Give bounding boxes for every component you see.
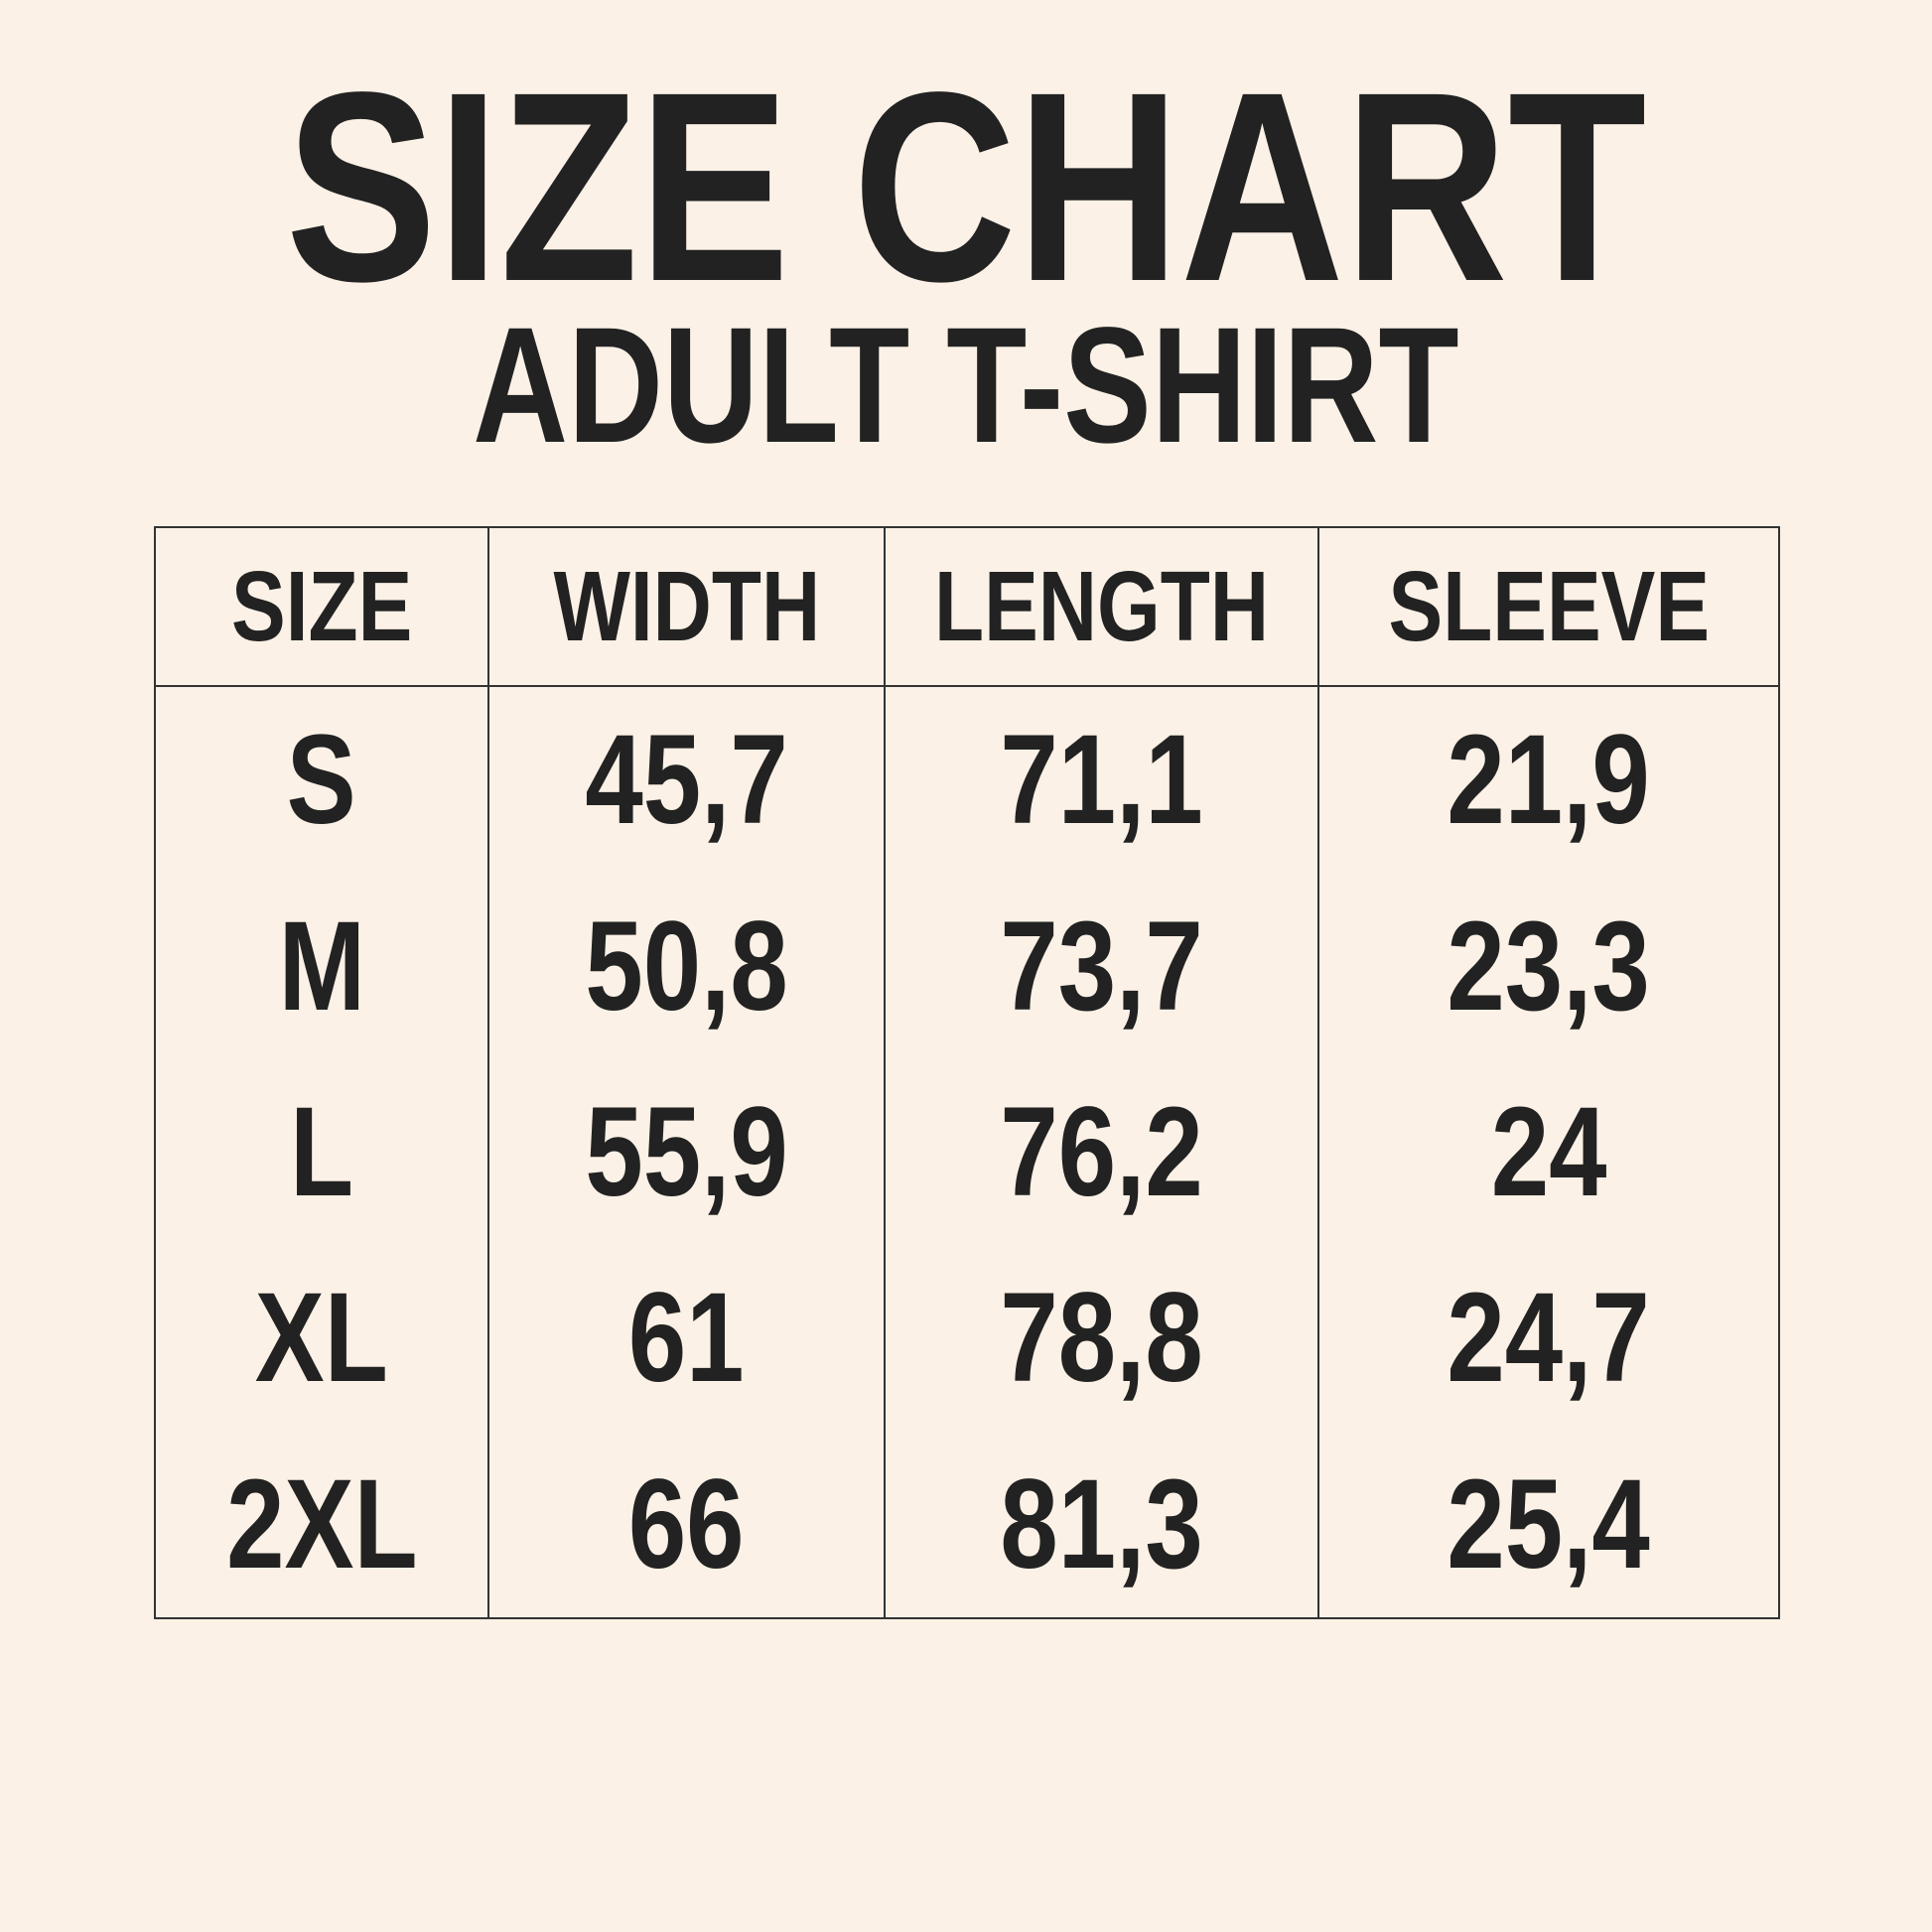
- cell-sleeve: 21,9: [1317, 686, 1780, 874]
- cell-width: 55,9: [487, 1058, 886, 1246]
- header-width: WIDTH: [487, 527, 886, 687]
- header-length: LENGTH: [884, 527, 1319, 687]
- table-row: M 50,8 73,7 23,3: [154, 873, 1780, 1059]
- cell-size: M: [154, 873, 489, 1059]
- cell-length: 78,8: [884, 1245, 1319, 1432]
- table-row: L 55,9 76,2 24: [154, 1058, 1780, 1246]
- cell-size: S: [154, 686, 489, 874]
- cell-width: 50,8: [487, 873, 886, 1059]
- cell-size: 2XL: [154, 1431, 489, 1618]
- table-row: XL 61 78,8 24,7: [154, 1245, 1780, 1432]
- cell-size: XL: [154, 1245, 489, 1432]
- cell-sleeve: 24: [1317, 1058, 1780, 1246]
- cell-sleeve: 25,4: [1317, 1431, 1780, 1618]
- cell-width: 45,7: [487, 686, 886, 874]
- header-row: SIZE WIDTH LENGTH SLEEVE: [154, 527, 1780, 687]
- cell-length: 73,7: [884, 873, 1319, 1059]
- cell-length: 81,3: [884, 1431, 1319, 1618]
- cell-width: 66: [487, 1431, 886, 1618]
- cell-size: L: [154, 1058, 489, 1246]
- cell-sleeve: 23,3: [1317, 873, 1780, 1059]
- cell-length: 71,1: [884, 686, 1319, 874]
- header-sleeve: SLEEVE: [1317, 527, 1780, 687]
- page-title: SIZE CHART: [285, 36, 1647, 338]
- table-row: S 45,7 71,1 21,9: [154, 686, 1780, 874]
- cell-length: 76,2: [884, 1058, 1319, 1246]
- header-size: SIZE: [154, 527, 489, 687]
- cell-width: 61: [487, 1245, 886, 1432]
- cell-sleeve: 24,7: [1317, 1245, 1780, 1432]
- table-row: 2XL 66 81,3 25,4: [154, 1431, 1780, 1618]
- size-table: SIZE WIDTH LENGTH SLEEVE S 45,7 71,1 21,9 M 5…: [154, 526, 1780, 1619]
- page-subtitle: ADULT T-SHIRT: [473, 294, 1459, 478]
